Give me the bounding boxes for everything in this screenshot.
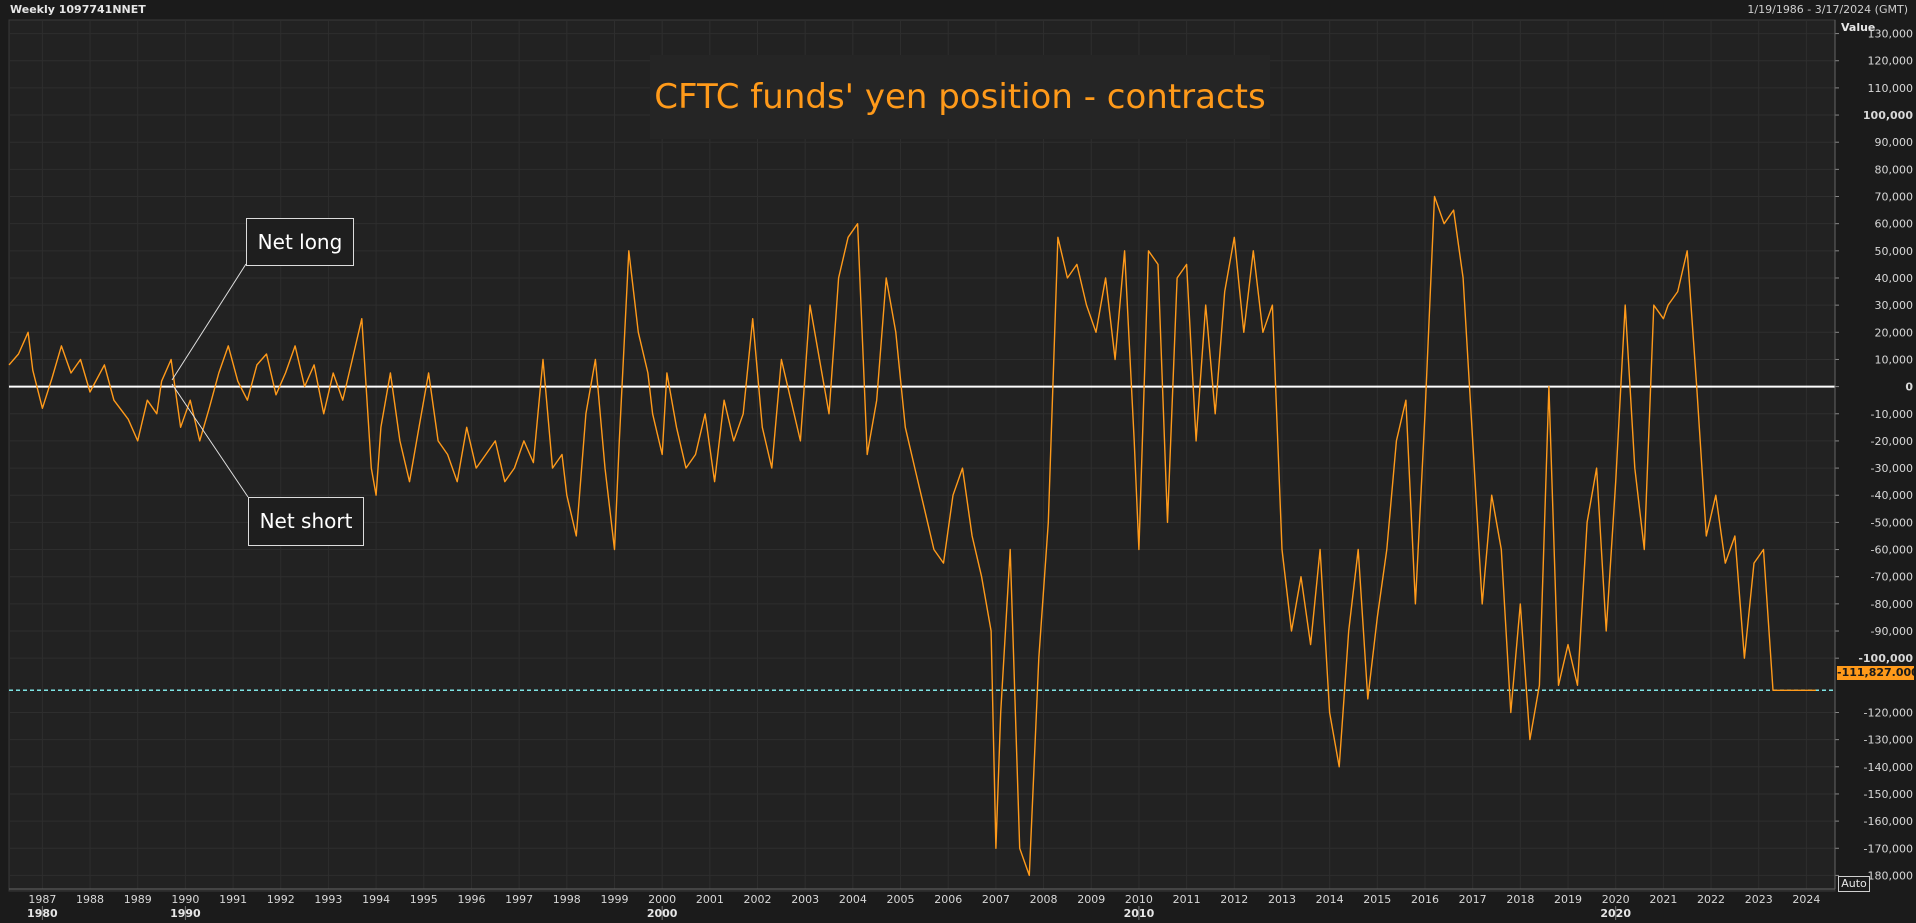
y-tick-label: 50,000: [1875, 245, 1914, 258]
net-short-callout: Net short: [248, 497, 364, 546]
x-axis: 1987 1988 1989 1990 1991 1992 1993 1994 1995 1996…: [9, 888, 1835, 920]
y-tick-label: 120,000: [1868, 55, 1914, 68]
y-tick-label: -140,000: [1864, 761, 1913, 774]
y-tick-label: 20,000: [1875, 326, 1914, 339]
decade-label: 1980: [27, 907, 58, 920]
x-tick-label: 2008: [1030, 893, 1058, 906]
x-tick-label: 2012: [1220, 893, 1248, 906]
x-tick-label: 2011: [1173, 893, 1201, 906]
y-tick-label: -160,000: [1864, 815, 1913, 828]
title-panel: CFTC funds' yen position - contracts: [650, 55, 1270, 139]
y-tick-label: 80,000: [1875, 163, 1914, 176]
x-tick-label: 2002: [744, 893, 772, 906]
x-tick-label: 2009: [1077, 893, 1105, 906]
series-layer: [8, 195, 1816, 877]
x-tick-label: 1991: [219, 893, 247, 906]
x-tick-label: 2023: [1745, 893, 1773, 906]
y-tick-label: -40,000: [1871, 489, 1913, 502]
y-tick-label: 60,000: [1875, 218, 1914, 231]
y-tick-label: -60,000: [1871, 544, 1913, 557]
decade-label: 2000: [647, 907, 678, 920]
x-tick-label: 2024: [1792, 893, 1820, 906]
x-tick-label: 2007: [982, 893, 1010, 906]
series-line: [8, 195, 1816, 877]
y-tick-label: -130,000: [1864, 734, 1913, 747]
x-tick-label: 2015: [1363, 893, 1391, 906]
x-tick-label: 2016: [1411, 893, 1439, 906]
x-tick-label: 1990: [171, 893, 199, 906]
y-tick-label: 10,000: [1875, 353, 1914, 366]
net-long-callout: Net long: [246, 218, 354, 266]
x-tick-label: 1998: [553, 893, 581, 906]
x-tick-label: 1999: [600, 893, 628, 906]
x-tick-label: 2005: [887, 893, 915, 906]
decade-label: 1990: [170, 907, 201, 920]
y-tick-label: -50,000: [1871, 516, 1913, 529]
y-tick-label: -120,000: [1864, 706, 1913, 719]
date-range: 1/19/1986 - 3/17/2024 (GMT): [1747, 3, 1908, 16]
y-tick-label: 0: [1905, 381, 1913, 394]
y-tick-label: -170,000: [1864, 842, 1913, 855]
y-tick-label: -80,000: [1871, 598, 1913, 611]
y-tick-label: 90,000: [1875, 136, 1914, 149]
decade-label: 2020: [1600, 907, 1631, 920]
x-tick-label: 2014: [1316, 893, 1344, 906]
y-tick-label: 40,000: [1875, 272, 1914, 285]
y-tick-label: -30,000: [1871, 462, 1913, 475]
y-tick-label: 130,000: [1868, 28, 1914, 41]
x-tick-label: 1996: [457, 893, 485, 906]
reference-lines: [9, 385, 1835, 692]
x-tick-label: 2013: [1268, 893, 1296, 906]
x-tick-label: 1993: [314, 893, 342, 906]
x-tick-label: 2001: [696, 893, 724, 906]
last-value-badge: -111,827.000: [1837, 666, 1916, 680]
y-tick-label: 100,000: [1863, 109, 1913, 122]
y-axis: 130,000 120,000 110,000 100,000 90,000 80,000…: [1834, 20, 1914, 889]
x-tick-label: 2020: [1602, 893, 1630, 906]
x-tick-label: 1992: [267, 893, 295, 906]
series-header: Weekly 1097741NNET: [10, 3, 146, 16]
y-tick-label: -70,000: [1871, 571, 1913, 584]
x-tick-label: 2000: [648, 893, 676, 906]
chart-title: CFTC funds' yen position - contracts: [654, 77, 1266, 117]
x-tick-label: 2017: [1459, 893, 1487, 906]
callout-short-pointer: [171, 383, 249, 498]
y-tick-label: -20,000: [1871, 435, 1913, 448]
y-axis-label: Value: [1841, 21, 1875, 34]
x-tick-label: 1987: [28, 893, 56, 906]
x-tick-label: 1989: [124, 893, 152, 906]
x-tick-label: 2022: [1697, 893, 1725, 906]
grid-lines: [9, 20, 1835, 889]
y-tick-label: -10,000: [1871, 408, 1913, 421]
y-tick-label: -100,000: [1858, 652, 1913, 665]
x-tick-label: 1995: [410, 893, 438, 906]
y-tick-label: 30,000: [1875, 299, 1914, 312]
y-tick-label: -180,000: [1864, 869, 1913, 882]
x-tick-label: 2019: [1554, 893, 1582, 906]
auto-scale-button[interactable]: Auto: [1838, 876, 1870, 892]
y-tick-label: -150,000: [1864, 788, 1913, 801]
y-tick-label: 70,000: [1875, 191, 1914, 204]
callout-long-pointer: [171, 263, 247, 381]
decade-label: 2010: [1124, 907, 1155, 920]
x-tick-label: 2006: [934, 893, 962, 906]
x-tick-label: 2018: [1506, 893, 1534, 906]
x-tick-label: 1994: [362, 893, 390, 906]
y-tick-label: 110,000: [1868, 82, 1914, 95]
x-tick-label: 2003: [791, 893, 819, 906]
x-tick-label: 1997: [505, 893, 533, 906]
x-tick-label: 2010: [1125, 893, 1153, 906]
x-tick-label: 2021: [1649, 893, 1677, 906]
y-tick-label: -90,000: [1871, 625, 1913, 638]
x-tick-label: 1988: [76, 893, 104, 906]
x-tick-label: 2004: [839, 893, 867, 906]
